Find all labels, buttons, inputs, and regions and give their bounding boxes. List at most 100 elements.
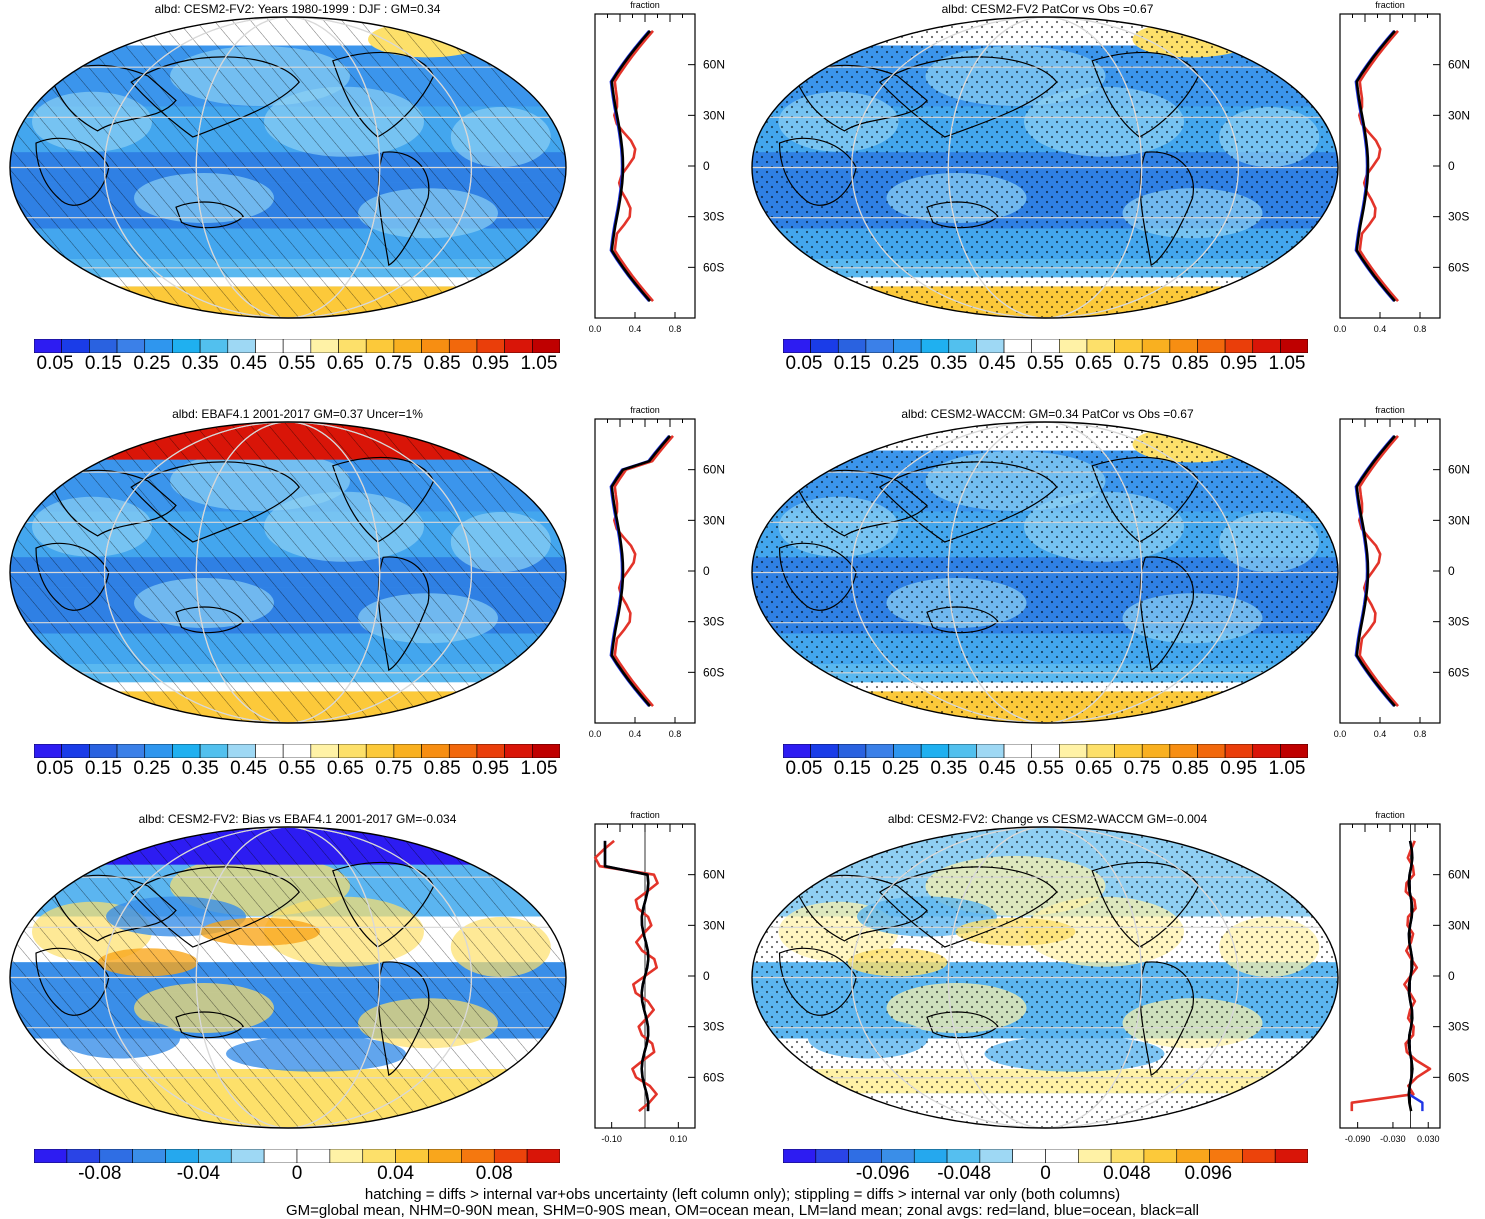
zonal-xtick-label: -0.030 <box>1380 1134 1406 1144</box>
zonal-xtick-label: 0.0 <box>1334 729 1347 739</box>
colorbar-swatch <box>61 744 90 758</box>
colorbar-swatch <box>1209 1149 1243 1163</box>
zonal-ylabel: 60S <box>703 1070 724 1084</box>
colorbar-swatch <box>421 744 450 758</box>
zonal-line-land <box>612 30 654 302</box>
meridian-line <box>195 422 381 723</box>
zonal-ylabel: 30N <box>1448 513 1470 527</box>
colorbar-tick: 1.05 <box>520 758 558 779</box>
zonal-xtick-label: 0.0 <box>1334 324 1347 334</box>
colorbar-swatch <box>199 744 229 758</box>
colorbar-swatch <box>976 744 1005 758</box>
zonal-ylabel: 60N <box>1448 868 1470 882</box>
continent-outline <box>926 606 999 634</box>
colorbar-swatch <box>913 1149 948 1163</box>
zonal-ylabel: 60S <box>1448 1070 1469 1084</box>
zonal-ylabel: 60N <box>703 463 725 477</box>
colorbar-swatch <box>296 1149 331 1163</box>
zonal-ylabel: 0 <box>1448 564 1455 578</box>
continent-outline <box>1091 456 1200 543</box>
zonal-ylabel: 0 <box>703 969 710 983</box>
colorbar-labels: 0.05 0.15 0.25 0.35 0.45 0.55 0.65 0.75 … <box>34 353 560 377</box>
colorbar-tick: 0.15 <box>833 353 871 374</box>
colorbar-tick: 0.04 <box>377 1163 415 1184</box>
colorbar-swatch <box>34 1149 68 1163</box>
colorbar-swatch <box>1242 1149 1276 1163</box>
colorbar-tick: 0.05 <box>785 758 823 779</box>
zonal-line-all <box>1407 840 1414 1112</box>
global-map <box>751 16 1339 319</box>
map-title: albd: CESM2-WACCM: GM=0.34 PatCor vs Obs… <box>901 407 1194 421</box>
colorbar-tick: 0.85 <box>1171 353 1209 374</box>
colorbar-tick: 0.95 <box>1220 758 1258 779</box>
colorbar-tick: 0.75 <box>375 758 413 779</box>
colorbar-tick: 0.65 <box>326 758 364 779</box>
continent-outline <box>332 861 435 948</box>
zonal-ylabel: 60N <box>703 868 725 882</box>
zonal-ylabel: 30S <box>1448 615 1469 629</box>
map-title: albd: CESM2-FV2 PatCor vs Obs =0.67 <box>941 2 1154 16</box>
colorbar-tick: 0.85 <box>423 758 461 779</box>
colorbar <box>783 339 1308 353</box>
colorbar-swatch <box>1012 1149 1046 1163</box>
zonal-ylabel: 30S <box>703 1020 724 1034</box>
colorbar-swatch <box>948 744 977 758</box>
colorbar-tick: 0.05 <box>785 353 823 374</box>
colorbar-tick: 0.95 <box>472 353 510 374</box>
meridian-line <box>947 17 1143 318</box>
colorbar-swatch <box>393 339 422 353</box>
colorbar-tick: 0.096 <box>1184 1163 1233 1184</box>
zonal-xtick-label: 0.030 <box>1417 1134 1440 1144</box>
colorbar-swatch <box>893 744 922 758</box>
colorbar-swatch <box>89 744 118 758</box>
zonal-line-all <box>603 840 650 1112</box>
global-map <box>751 421 1339 724</box>
zonal-ylabel: 60S <box>703 260 724 274</box>
colorbar-swatch <box>1086 744 1115 758</box>
zonal-xtick-label: -0.10 <box>601 1134 622 1144</box>
colorbar-swatch <box>783 339 811 353</box>
meridian-line <box>195 827 381 1128</box>
colorbar-tick: 0 <box>291 1163 303 1184</box>
zonal-line-land <box>1350 840 1432 1112</box>
colorbar-swatch <box>61 339 90 353</box>
panel-waccm: albd: CESM2-WACCM: GM=0.34 PatCor vs Obs… <box>745 405 1485 795</box>
colorbar-swatch <box>837 339 867 353</box>
colorbar-swatch <box>365 744 395 758</box>
continent-outline <box>796 469 928 537</box>
colorbar-swatch <box>144 744 173 758</box>
colorbar-swatch <box>1197 744 1226 758</box>
colorbar-swatch <box>1059 744 1088 758</box>
colorbar-tick: 0.65 <box>1075 353 1113 374</box>
colorbar-swatch <box>920 339 950 353</box>
colorbar-swatch <box>395 1149 429 1163</box>
panel-observations: albd: EBAF4.1 2001-2017 GM=0.37 Uncer=1%… <box>0 405 740 795</box>
meridian-line <box>851 422 1239 723</box>
continent-outline <box>878 56 1058 138</box>
map-border <box>751 16 1339 319</box>
colorbar-swatch <box>1197 339 1226 353</box>
colorbar-swatch <box>1110 1149 1145 1163</box>
zonal-line-all <box>610 30 651 302</box>
colorbar-swatch <box>227 744 256 758</box>
colorbar-swatch <box>493 1149 528 1163</box>
colorbar-swatch <box>920 744 950 758</box>
meridian-line <box>195 17 381 318</box>
zonal-xtick-label: -0.090 <box>1345 1134 1371 1144</box>
continent-outline <box>796 64 928 132</box>
colorbar-tick: 1.05 <box>1268 353 1306 374</box>
colorbar-swatch <box>338 744 367 758</box>
colorbar-tick: 0.25 <box>133 353 171 374</box>
colorbar-swatch <box>255 744 284 758</box>
colorbar-tick: 0.55 <box>1027 758 1064 779</box>
colorbar-tick: 0.55 <box>278 758 316 779</box>
colorbar-tick: 0.95 <box>1220 353 1258 374</box>
colorbar-swatch <box>783 1149 817 1163</box>
colorbar-swatch <box>282 339 312 353</box>
zonal-xlabel: fraction <box>630 405 660 415</box>
colorbar-tick: 0.45 <box>978 758 1016 779</box>
colorbar-swatch <box>893 339 922 353</box>
colorbar-swatch <box>116 339 146 353</box>
colorbar-swatch <box>526 1149 560 1163</box>
footer-caption-1: hatching = diffs > internal var+obs unce… <box>364 1186 1121 1203</box>
